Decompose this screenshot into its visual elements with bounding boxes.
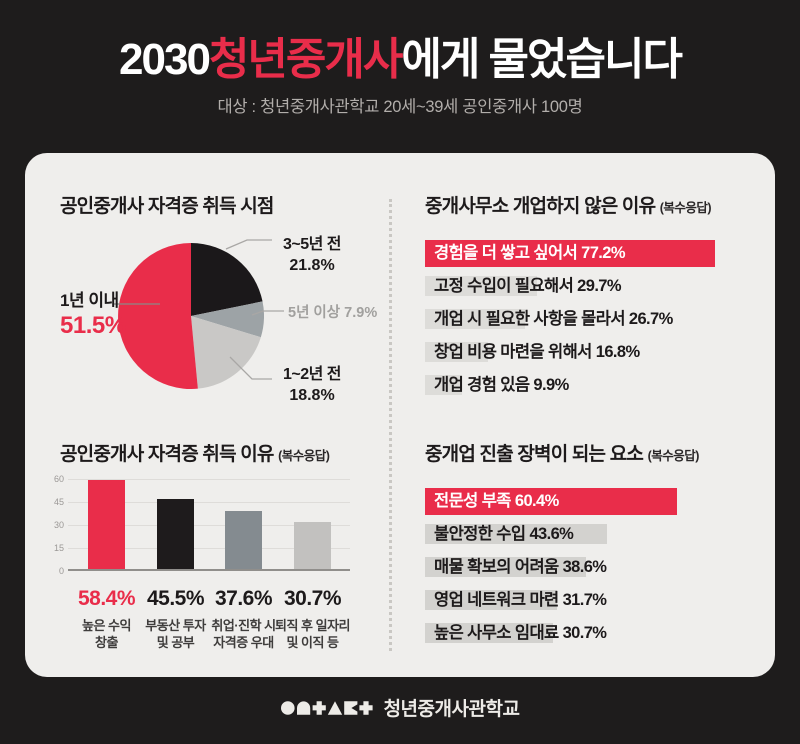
bar-value-label: 30.7%: [283, 587, 342, 610]
bar-category-label: 부동산 투자 및 공부: [145, 618, 206, 650]
hbar-label: 높은 사무소 임대료 30.7%: [434, 624, 607, 642]
y-axis-tick-label: 0: [58, 566, 64, 576]
pie-slice: [191, 301, 264, 338]
logo-notched-square-icon: [343, 700, 357, 715]
hbar-fill: [425, 623, 554, 643]
hbar-label: 창업 비용 마련을 위해서 16.8%: [434, 343, 640, 361]
hbar-fill: [425, 524, 607, 544]
logo-circle-icon: [280, 700, 295, 715]
hbar-row: 불안정한 수입 43.6%: [425, 524, 743, 544]
pie-chart-title: 공인중개사 자격증 취득 시점: [60, 196, 274, 217]
bar-category-labels: 높은 수익 창출 부동산 투자 및 공부 취업·진학 시 자격증 우대 퇴직 후 일자리 및 …: [60, 618, 390, 654]
header: 2030청년중개사에게 물었습니다 대상 : 청년중개사관학교 20세~39세 …: [0, 34, 800, 117]
title-suffix: 에게 물었습니다: [401, 35, 683, 84]
logo-triangle-icon: [327, 700, 342, 715]
gridline: [68, 548, 350, 549]
bar: [157, 499, 194, 569]
pie-slice: [118, 243, 198, 389]
hbar-row: 전문성 부족 60.4%: [425, 488, 743, 515]
title-prefix: 2030: [119, 35, 211, 84]
hbar-label: 전문성 부족 60.4%: [434, 492, 559, 510]
bar: [88, 479, 125, 569]
hbar-fill: [425, 276, 537, 296]
hbar-fill: [425, 309, 526, 329]
multi-answer-note: (복수응답): [647, 449, 700, 463]
hbar-row: 개업 시 필요한 사항을 몰라서 26.7%: [425, 309, 743, 329]
hbar-fill: [425, 488, 677, 515]
bar-value-label: 45.5%: [146, 587, 205, 610]
pie-slice: [191, 243, 263, 316]
bar: [225, 511, 262, 569]
page-title: 2030청년중개사에게 물었습니다: [0, 34, 800, 86]
gridline: [68, 502, 350, 503]
bar-category-label: 퇴직 후 일자리 및 이직 등: [275, 618, 350, 650]
ontact-logo-icon: [280, 700, 373, 715]
hbar-title-open: 중개사무소 개업하지 않은 이유 (복수응답): [425, 196, 712, 217]
bar-category-label: 취업·진학 시 자격증 우대: [211, 618, 276, 650]
gridline: [68, 479, 350, 480]
pie-svg: [118, 243, 264, 389]
bar-value-label: 58.4%: [77, 587, 136, 610]
survey-card: 공인중개사 자격증 취득 시점 3~5년 전 21.8% 5년 이상 7.9%: [25, 153, 775, 677]
logo-arch-icon: [296, 700, 310, 715]
hbar-label: 영업 네트워크 마련 31.7%: [434, 591, 607, 609]
hbar-fill: [425, 375, 463, 395]
subtitle: 대상 : 청년중개사관학교 20세~39세 공인중개사 100명: [217, 97, 583, 116]
hbar-row: 영업 네트워크 마련 31.7%: [425, 590, 743, 610]
hbar-rows-barrier: 전문성 부족 60.4% 불안정한 수입 43.6% 매물 확보의 어려움 38.6…: [425, 488, 743, 643]
hbar-label: 고정 수입이 필요해서 29.7%: [434, 277, 622, 295]
logo-plus-icon: [312, 700, 326, 715]
bar-chart-title: 공인중개사 자격증 취득 이유 (복수응답): [60, 444, 330, 465]
hbar-fill: [425, 240, 715, 267]
section-entry-barriers: 중개업 진출 장벽이 되는 요소 (복수응답) 전문성 부족 60.4% 불안정한…: [425, 439, 743, 643]
y-axis-tick-label: 45: [53, 497, 64, 507]
hbar-row: 경험을 더 쌓고 싶어서 77.2%: [425, 240, 743, 267]
footer: 청년중개사관학교: [0, 694, 800, 721]
bar: [294, 521, 331, 569]
bar-value-labels: 58.4% 45.5% 37.6% 30.7%: [60, 587, 390, 613]
hbar-label: 개업 경험 있음 9.9%: [434, 376, 569, 394]
hbar-fill: [425, 342, 489, 362]
pie-label-1-2yr: 1~2년 전 18.8%: [282, 366, 342, 404]
hbar-row: 창업 비용 마련을 위해서 16.8%: [425, 342, 743, 362]
multi-answer-note: (복수응답): [278, 449, 330, 463]
y-axis-tick-label: 15: [53, 543, 64, 553]
left-column: 공인중개사 자격증 취득 시점 3~5년 전 21.8% 5년 이상 7.9%: [54, 191, 390, 654]
hbar-row: 매물 확보의 어려움 38.6%: [425, 557, 743, 577]
hbar-fill: [425, 557, 586, 577]
section-not-opening-reason: 중개사무소 개업하지 않은 이유 (복수응답) 경험을 더 쌓고 싶어서 77.…: [425, 191, 743, 395]
pie-chart: 3~5년 전 21.8% 5년 이상 7.9% 1~2년 전 18.8% 1년 …: [60, 228, 390, 424]
logo-plus2-icon: [358, 700, 373, 715]
brand-name: 청년중개사관학교: [383, 699, 520, 720]
pie-label-3-5yr: 3~5년 전 21.8%: [282, 236, 342, 274]
hbar-fill: [425, 590, 558, 610]
y-axis-tick-label: 30: [53, 520, 64, 530]
hbar-label: 개업 시 필요한 사항을 몰라서 26.7%: [434, 310, 673, 328]
multi-answer-note: (복수응답): [659, 201, 712, 215]
x-axis-baseline: [68, 569, 350, 571]
title-highlight: 청년중개사: [208, 35, 403, 84]
bar-chart-plot: 0 15 30 45 60: [54, 474, 350, 576]
pie-slice: [191, 316, 261, 389]
pie-label-1yr: 1년 이내 51.5%: [60, 291, 126, 339]
y-axis-tick-label: 60: [53, 474, 64, 484]
hbar-row: 높은 사무소 임대료 30.7%: [425, 623, 743, 643]
hbar-label: 경험을 더 쌓고 싶어서 77.2%: [434, 244, 626, 262]
bar-value-label: 37.6%: [214, 587, 273, 610]
pie-label-5plus: 5년 이상 7.9%: [288, 305, 378, 321]
section-license-reason: 공인중개사 자격증 취득 이유 (복수응답) 0 15 30 45 60 58.4% 45…: [54, 439, 390, 654]
hbar-row: 개업 경험 있음 9.9%: [425, 375, 743, 395]
hbar-rows-open: 경험을 더 쌓고 싶어서 77.2% 고정 수입이 필요해서 29.7% 개업 시 …: [425, 240, 743, 395]
bar-category-label: 높은 수익 창출: [82, 618, 131, 650]
hbar-label: 불안정한 수입 43.6%: [434, 525, 574, 543]
section-license-timing: 공인중개사 자격증 취득 시점 3~5년 전 21.8% 5년 이상 7.9%: [60, 191, 390, 424]
hbar-title-barrier: 중개업 진출 장벽이 되는 요소 (복수응답): [425, 444, 700, 465]
hbar-label: 매물 확보의 어려움 38.6%: [434, 558, 607, 576]
gridline: [68, 525, 350, 526]
hbar-row: 고정 수입이 필요해서 29.7%: [425, 276, 743, 296]
right-column: 중개사무소 개업하지 않은 이유 (복수응답) 경험을 더 쌓고 싶어서 77.…: [425, 191, 743, 656]
vertical-dotted-divider: [389, 199, 392, 651]
